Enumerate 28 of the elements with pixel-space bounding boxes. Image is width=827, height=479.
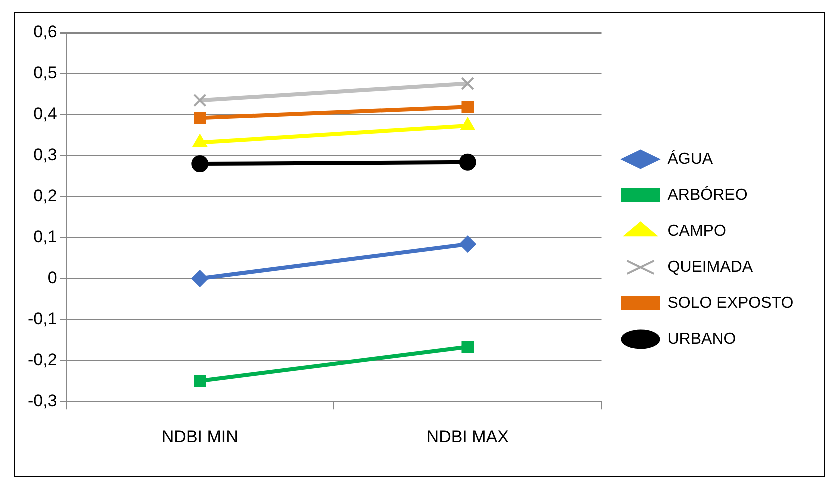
- y-tick-label: 0,3: [34, 146, 58, 165]
- point: [192, 270, 209, 288]
- legend-label: CAMPO: [668, 222, 726, 240]
- y-tick-label: -0,1: [28, 309, 58, 328]
- legend-label: ÁGUA: [668, 150, 714, 168]
- point: [461, 77, 475, 90]
- y-tick-label: 0,1: [34, 227, 58, 246]
- y-tick-label: 0,6: [34, 22, 58, 42]
- y-tick-label: 0,2: [34, 186, 58, 206]
- point: [459, 154, 476, 171]
- legend-label: ARBÓREO: [668, 186, 748, 204]
- legend-label: SOLO EXPOSTO: [668, 294, 794, 312]
- point: [192, 156, 209, 173]
- y-tick-label: 0,4: [34, 104, 58, 124]
- y-tick-label: -0,3: [28, 391, 58, 410]
- point: [459, 236, 476, 253]
- y-tick-label: 0: [48, 268, 58, 288]
- x-tick-label: NDBI MAX: [426, 427, 509, 446]
- point: [194, 94, 207, 108]
- point: [194, 112, 206, 124]
- point: [462, 100, 474, 114]
- legend-label: URBANO: [668, 330, 736, 348]
- x-tick-label: NDBI MIN: [162, 427, 238, 446]
- point: [462, 340, 474, 354]
- point: [194, 374, 206, 388]
- y-tick-label: 0,5: [34, 64, 58, 83]
- legend-label: QUEIMADA: [668, 258, 754, 276]
- y-tick-label: -0,2: [28, 350, 58, 370]
